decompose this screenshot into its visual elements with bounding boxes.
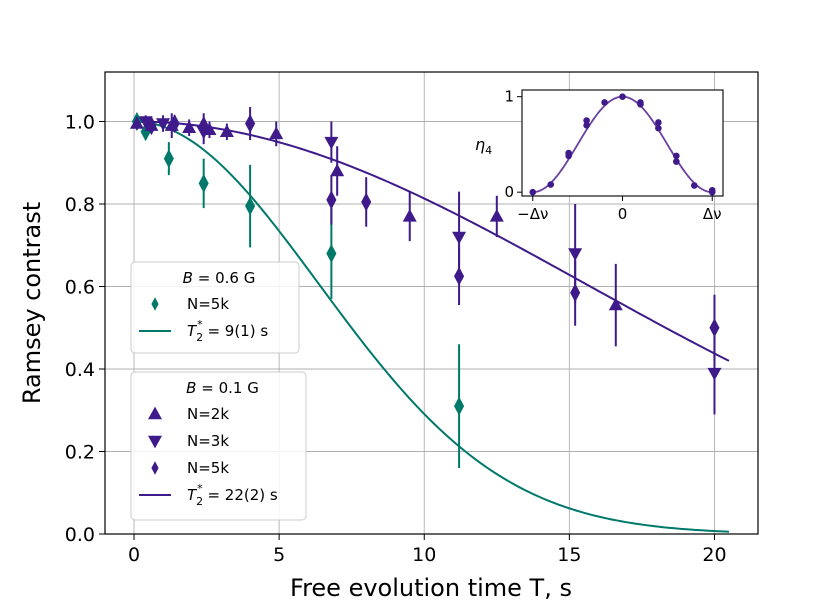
inset-data-point [637, 101, 644, 108]
legend-box [130, 371, 307, 521]
inset-x-tick-label: Δν [703, 205, 722, 223]
inset-data-point [690, 182, 698, 189]
inset-data-point [655, 119, 662, 126]
legend-t2-superscript: * [197, 318, 203, 331]
inset-data-point [583, 117, 590, 124]
inset-data-point [547, 181, 555, 188]
data-markers [129, 107, 722, 468]
data-point-triangle-up [219, 124, 234, 138]
legend-title-variable: B [183, 269, 193, 287]
data-point-diamond [570, 283, 581, 303]
x-tick-label: 0 [128, 544, 140, 566]
y-tick-label: 0.4 [65, 359, 95, 381]
x-tick-label: 10 [412, 544, 436, 566]
legend-title: B = 0.6 G [183, 269, 256, 287]
inset-data-point [619, 93, 626, 100]
legend-entry-label: N=5k [187, 295, 229, 313]
legend-entry-label: N=3k [187, 432, 229, 450]
fit-curve [133, 120, 730, 533]
inset-y-tick-label: 1 [504, 88, 514, 106]
inset-data-point [708, 188, 716, 196]
legend-entry-label: T2* = 9(1) s [187, 318, 268, 344]
data-point-triangle-up [269, 126, 284, 140]
data-point-triangle-down [707, 367, 722, 381]
data-point-diamond [709, 318, 720, 338]
x-tick-label: 15 [557, 544, 581, 566]
legend-marker-triangle-down [148, 435, 162, 449]
legend-t2-value: = 9(1) s [203, 322, 269, 340]
data-point-diamond [454, 266, 465, 286]
legend-title-value: = 0.1 G [196, 379, 258, 397]
inset-frame [521, 89, 724, 197]
x-tick-label: 20 [702, 544, 726, 566]
axis-ticks: 0 5 10 15 200.00.20.40.60.81.0 [65, 112, 727, 567]
data-point-diamond [198, 116, 209, 136]
data-point-triangle-up [402, 209, 417, 222]
legend-marker-diamond [151, 297, 159, 311]
data-point-triangle-up [608, 297, 623, 311]
fit-curve [134, 120, 730, 362]
inset-data-point [583, 122, 590, 129]
data-point-diamond [454, 396, 465, 416]
inset-x-tick-label: 0 [618, 205, 628, 223]
inset-data-point [601, 99, 608, 106]
inset-data-point [565, 149, 572, 157]
data-point-diamond [146, 116, 157, 136]
legend-title-variable: B [186, 379, 196, 397]
legend-t2-subscript: 2 [196, 495, 203, 508]
legend-entry-label: T2* = 22(2) s [187, 482, 278, 508]
inset-data-point [673, 152, 680, 160]
data-point-triangle-up [489, 209, 504, 222]
data-point-triangle-down [138, 116, 153, 129]
data-point-triangle-up [330, 163, 345, 177]
x-tick-label: 5 [273, 544, 285, 566]
data-point-diamond [326, 190, 337, 210]
data-point-triangle-up [129, 116, 144, 129]
legend-t2-subscript: 2 [196, 331, 203, 344]
inset-data-point [655, 124, 662, 132]
legend-t2-symbol: T [187, 486, 198, 504]
data-point-diamond [245, 114, 256, 134]
legend-t2-superscript: * [197, 482, 203, 495]
y-tick-label: 0.8 [65, 194, 95, 216]
data-point-triangle-down [452, 231, 467, 245]
inset-y-tick-label: 0 [504, 183, 514, 201]
data-point-diamond [198, 173, 209, 193]
legend-entry-label: N=5k [187, 459, 229, 477]
y-tick-label: 0.2 [65, 442, 95, 464]
inset-y-label-subscript: 4 [485, 144, 492, 157]
inset-y-label: η4 [475, 135, 492, 157]
legend-title: B = 0.1 G [186, 379, 259, 397]
data-point-diamond [163, 149, 174, 169]
inset-data-point [673, 158, 680, 165]
y-tick-label: 0.6 [65, 277, 95, 299]
legend-marker-triangle-up [148, 406, 162, 420]
legend-entry-label: N=2k [187, 405, 229, 423]
fit-curves [133, 120, 730, 533]
legend-box [130, 261, 300, 354]
data-point-triangle-up [182, 120, 197, 133]
y-axis-label: Ramsey contrast [18, 202, 46, 404]
y-tick-label: 1.0 [65, 112, 95, 134]
data-point-diamond [326, 244, 337, 263]
y-tick-label: 0.0 [65, 524, 95, 546]
inset-x-tick-label: −Δν [517, 205, 548, 223]
data-point-diamond [169, 114, 180, 134]
plot-frame [104, 71, 759, 535]
inset-data-point [529, 188, 537, 196]
data-point-diamond [361, 192, 372, 212]
data-point-triangle-down [324, 136, 339, 150]
legend-marker-diamond [151, 461, 159, 475]
legend-title-value: = 0.6 G [193, 269, 255, 287]
legend-t2-symbol: T [187, 322, 198, 340]
data-point-triangle-down [568, 248, 583, 261]
legend-t2-value: = 22(2) s [203, 486, 278, 504]
inset-y-label-symbol: η [475, 135, 485, 154]
data-point-diamond [245, 196, 256, 216]
x-axis-label: Free evolution time T, s [290, 574, 572, 600]
data-point-triangle-down [156, 118, 171, 131]
